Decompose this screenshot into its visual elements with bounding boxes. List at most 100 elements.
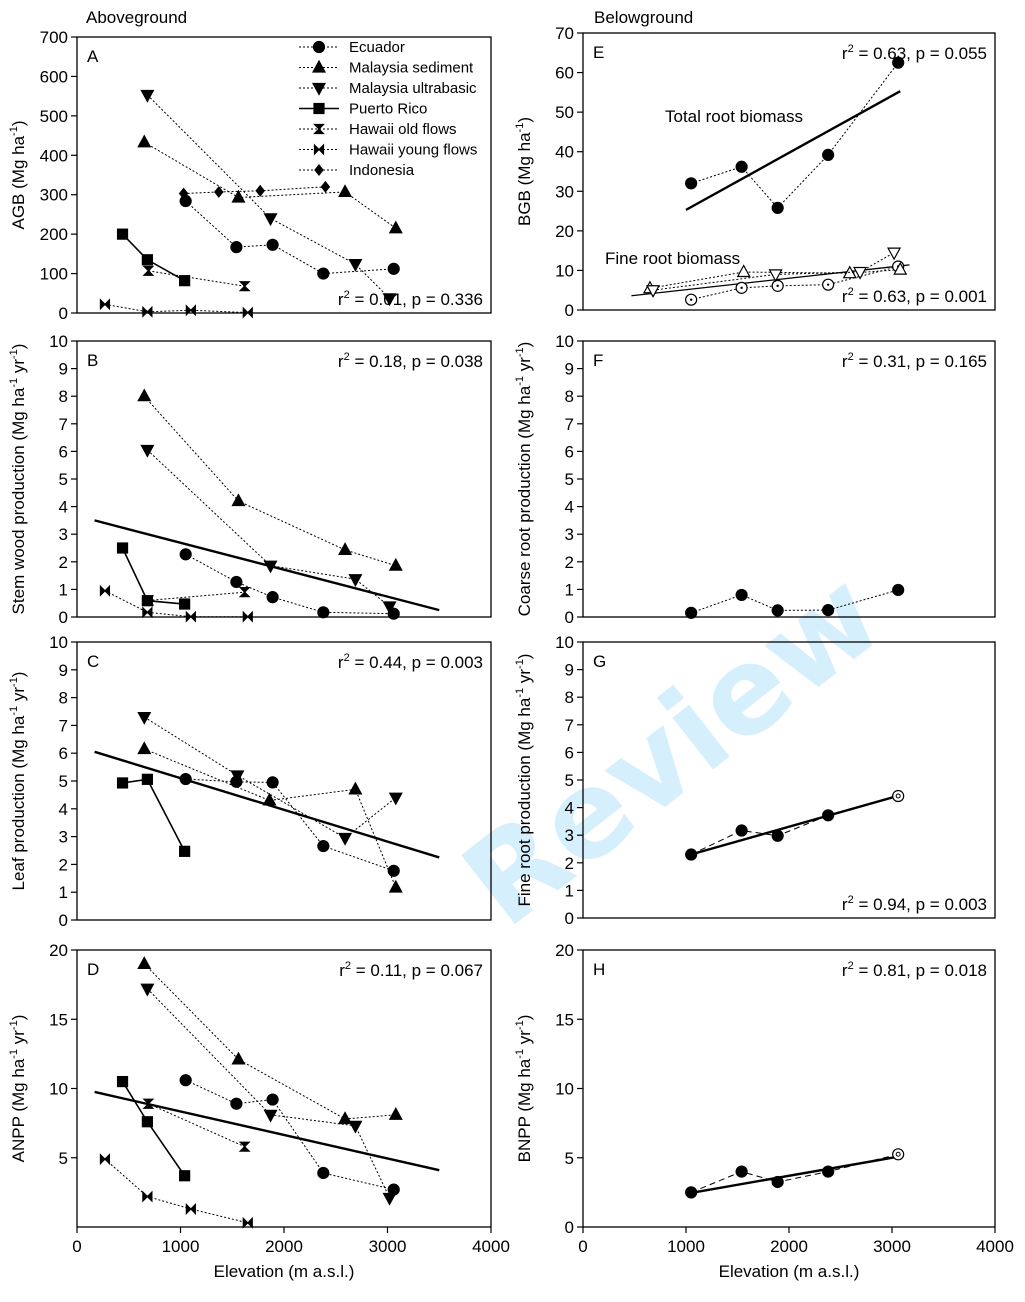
series-hawaii-young-flows bbox=[99, 1153, 253, 1229]
y-tick-label: 6 bbox=[565, 442, 574, 461]
data-point bbox=[892, 1148, 905, 1161]
data-point bbox=[338, 1111, 353, 1125]
data-point bbox=[179, 772, 192, 786]
data-point bbox=[178, 187, 189, 200]
axes-frame bbox=[76, 36, 492, 314]
y-tick-label: 20 bbox=[49, 941, 68, 960]
x-tick-label: 3000 bbox=[873, 1237, 911, 1256]
data-point bbox=[230, 1097, 243, 1110]
data-point bbox=[382, 601, 397, 615]
y-tick-label: 5 bbox=[59, 772, 68, 791]
y-axis-label: BNPP (Mg ha-1 yr-1) bbox=[514, 1015, 534, 1163]
axes-frame bbox=[76, 340, 492, 618]
legend-marker bbox=[313, 102, 325, 115]
stat-label: r2 = 0.81, p = 0.018 bbox=[842, 960, 987, 980]
y-tick-label: 60 bbox=[555, 64, 574, 83]
panel-G: 0 1 2 3 4 5 6 7 8 9 10 Fine root production (Mg ha-… bbox=[514, 633, 996, 928]
y-tick-label: 10 bbox=[555, 1080, 574, 1099]
series-line bbox=[148, 591, 245, 601]
data-point bbox=[230, 770, 245, 784]
data-point bbox=[266, 238, 279, 251]
series-hawaii-young-flows bbox=[99, 584, 253, 623]
x-tick-label: 4000 bbox=[472, 1237, 510, 1256]
series-malaysia-sediment bbox=[137, 956, 403, 1125]
series-line bbox=[104, 303, 248, 314]
axes-frame bbox=[582, 340, 996, 618]
data-point bbox=[242, 306, 253, 319]
y-tick-label: 4 bbox=[565, 498, 574, 517]
y-tick-label: 600 bbox=[40, 67, 68, 86]
data-point bbox=[388, 792, 403, 806]
panel-letter: D bbox=[87, 960, 99, 979]
series-line bbox=[185, 200, 394, 275]
data-point bbox=[142, 305, 153, 318]
series-ecuador bbox=[179, 194, 400, 280]
series-line bbox=[121, 233, 186, 282]
panel-A: 0 100 200 300 400 500 600 700 AGB (Mg ha-1) Ar2 =… bbox=[8, 28, 492, 323]
y-tick-label: 9 bbox=[59, 661, 68, 680]
y-tick-label: 5 bbox=[59, 470, 68, 489]
series-line bbox=[104, 590, 248, 618]
stat-label-fine-roots: r2 = 0.63, p = 0.001 bbox=[842, 286, 987, 306]
data-point bbox=[137, 956, 152, 969]
y-tick-label: 100 bbox=[40, 265, 68, 284]
y-tick-label: 4 bbox=[565, 799, 574, 818]
data-point bbox=[736, 264, 751, 278]
data-point bbox=[179, 845, 191, 857]
series-line bbox=[148, 270, 245, 287]
series-ecuador bbox=[179, 772, 400, 877]
data-point bbox=[892, 56, 905, 69]
data-point bbox=[116, 1075, 129, 1088]
data-point bbox=[179, 1074, 192, 1087]
data-point-dot bbox=[776, 284, 779, 288]
annotation-total-root-biomass: Total root biomass bbox=[665, 107, 803, 126]
y-tick-label: 20 bbox=[555, 222, 574, 241]
series-hawaii-young-flows bbox=[99, 298, 253, 319]
y-tick-label: 3 bbox=[59, 828, 68, 847]
y-tick-label: 400 bbox=[40, 146, 68, 165]
series-indonesia bbox=[178, 180, 331, 200]
legend-label: Indonesia bbox=[349, 162, 415, 179]
data-point bbox=[142, 595, 155, 606]
y-tick-label: 4 bbox=[59, 498, 68, 517]
y-tick-label: 0 bbox=[565, 301, 574, 320]
data-point bbox=[238, 281, 251, 292]
y-tick-label: 0 bbox=[59, 608, 68, 627]
panel-letter: H bbox=[593, 960, 605, 979]
series-line bbox=[185, 778, 394, 872]
data-point bbox=[262, 792, 277, 806]
data-point bbox=[822, 603, 835, 617]
data-point bbox=[99, 1153, 111, 1166]
data-point bbox=[142, 265, 155, 276]
legend-label: Malaysia ultrabasic bbox=[349, 80, 477, 97]
y-tick-label: 5 bbox=[565, 1149, 574, 1168]
series-line bbox=[185, 553, 394, 615]
data-point bbox=[242, 610, 253, 623]
data-point bbox=[685, 606, 698, 619]
data-point bbox=[238, 1141, 251, 1152]
series-line bbox=[143, 963, 396, 1120]
axes-frame bbox=[582, 949, 996, 1228]
y-tick-label: 30 bbox=[555, 182, 574, 201]
y-tick-label: 7 bbox=[565, 415, 574, 434]
y-tick-label: 700 bbox=[40, 28, 68, 47]
data-point bbox=[892, 583, 905, 597]
data-point bbox=[142, 606, 153, 619]
y-axis-label: Coarse root production (Mg ha-1 yr-1) bbox=[514, 342, 534, 617]
data-point bbox=[646, 285, 661, 298]
x-tick-label: 1000 bbox=[667, 1237, 705, 1256]
panel-letter: A bbox=[87, 47, 99, 66]
y-axis-label: BGB (Mg ha-1) bbox=[514, 117, 534, 226]
panel-letter: F bbox=[593, 351, 603, 370]
x-axis-label: Elevation (m a.s.l.) bbox=[214, 1262, 355, 1281]
data-point bbox=[137, 134, 152, 148]
series-ecuador-total-root-biomass bbox=[685, 56, 905, 215]
data-point bbox=[387, 262, 400, 275]
data-point bbox=[317, 267, 330, 280]
series-malaysia-ultrabasic bbox=[140, 983, 397, 1206]
y-tick-label: 200 bbox=[40, 225, 68, 244]
panel-letter: B bbox=[87, 351, 98, 370]
y-tick-label: 0 bbox=[59, 911, 68, 930]
data-point bbox=[735, 1165, 748, 1178]
y-axis-label: Leaf production (Mg ha-1 yr-1) bbox=[8, 672, 28, 891]
